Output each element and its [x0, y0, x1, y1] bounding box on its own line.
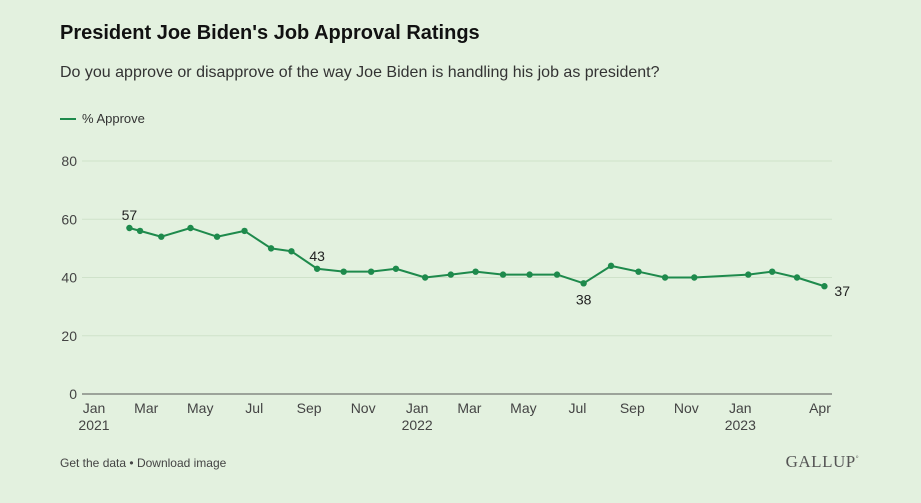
x-tick-year-label: 2021	[78, 417, 109, 433]
y-tick-label: 0	[69, 386, 77, 402]
x-tick-label: May	[510, 400, 536, 416]
x-tick-label: Nov	[351, 400, 376, 416]
series-approve	[126, 224, 828, 290]
legend-label: % Approve	[82, 111, 145, 126]
data-point	[580, 280, 587, 287]
data-point	[472, 268, 479, 275]
data-point	[499, 271, 507, 278]
get-data-link[interactable]: Get the data	[60, 456, 127, 470]
x-tick-label: Nov	[674, 400, 699, 416]
y-tick-label: 60	[61, 211, 77, 227]
data-point	[745, 271, 752, 278]
data-label: 57	[122, 207, 138, 223]
legend: % Approve	[60, 111, 145, 126]
data-point	[136, 227, 144, 235]
data-point	[635, 268, 642, 275]
x-tick-label: Jul	[568, 400, 586, 416]
data-point	[392, 265, 400, 272]
data-point	[340, 268, 347, 275]
chart-title: President Joe Biden's Job Approval Ratin…	[60, 22, 480, 44]
data-point	[288, 248, 295, 255]
data-point	[213, 233, 221, 240]
x-tick-label: Sep	[620, 400, 645, 416]
data-point	[313, 265, 321, 272]
data-point	[267, 245, 275, 252]
data-point	[526, 271, 533, 278]
legend-swatch	[60, 117, 76, 120]
y-axis-ticks: 0 20 40 60 80	[61, 153, 77, 402]
data-point	[421, 274, 429, 281]
footer-separator: •	[129, 456, 134, 470]
x-tick-label: Jan	[83, 400, 106, 416]
data-point	[768, 268, 776, 275]
data-point	[241, 227, 248, 235]
data-point	[126, 224, 133, 232]
data-point	[187, 224, 194, 232]
data-point	[367, 268, 375, 275]
data-label: 38	[576, 291, 592, 307]
x-tick-label: Sep	[297, 400, 322, 416]
chart-subtitle: Do you approve or disapprove of the way …	[60, 64, 660, 81]
data-labels: 57 43 38 37	[122, 207, 851, 307]
data-point	[553, 271, 561, 278]
data-point	[821, 283, 828, 290]
x-tick-label: Mar	[134, 400, 158, 416]
grid-lines	[82, 160, 832, 395]
download-image-link[interactable]: Download image	[136, 456, 227, 470]
data-point	[158, 233, 165, 240]
y-tick-label: 80	[61, 153, 77, 169]
x-tick-label: Mar	[457, 400, 481, 416]
x-tick-label: Apr	[809, 400, 831, 416]
x-tick-label: May	[187, 400, 213, 416]
data-point	[447, 271, 455, 278]
x-tick-label: Jan	[406, 400, 429, 416]
x-tick-label: Jan	[729, 400, 752, 416]
data-label: 37	[834, 283, 850, 299]
data-point	[691, 274, 698, 281]
y-tick-label: 20	[61, 328, 77, 344]
footer: Get the data • Download image	[60, 456, 226, 470]
data-point	[607, 262, 615, 270]
data-point	[793, 274, 801, 281]
y-tick-label: 40	[61, 270, 77, 286]
x-tick-label: Jul	[245, 400, 263, 416]
brand-mark: °	[855, 454, 859, 463]
x-tick-year-label: 2023	[725, 417, 756, 433]
brand-text: GALLUP	[785, 452, 856, 471]
x-tick-year-label: 2022	[402, 417, 433, 433]
gallup-logo: GALLUP°	[786, 452, 859, 472]
data-point	[661, 274, 669, 281]
data-label: 43	[309, 248, 325, 264]
